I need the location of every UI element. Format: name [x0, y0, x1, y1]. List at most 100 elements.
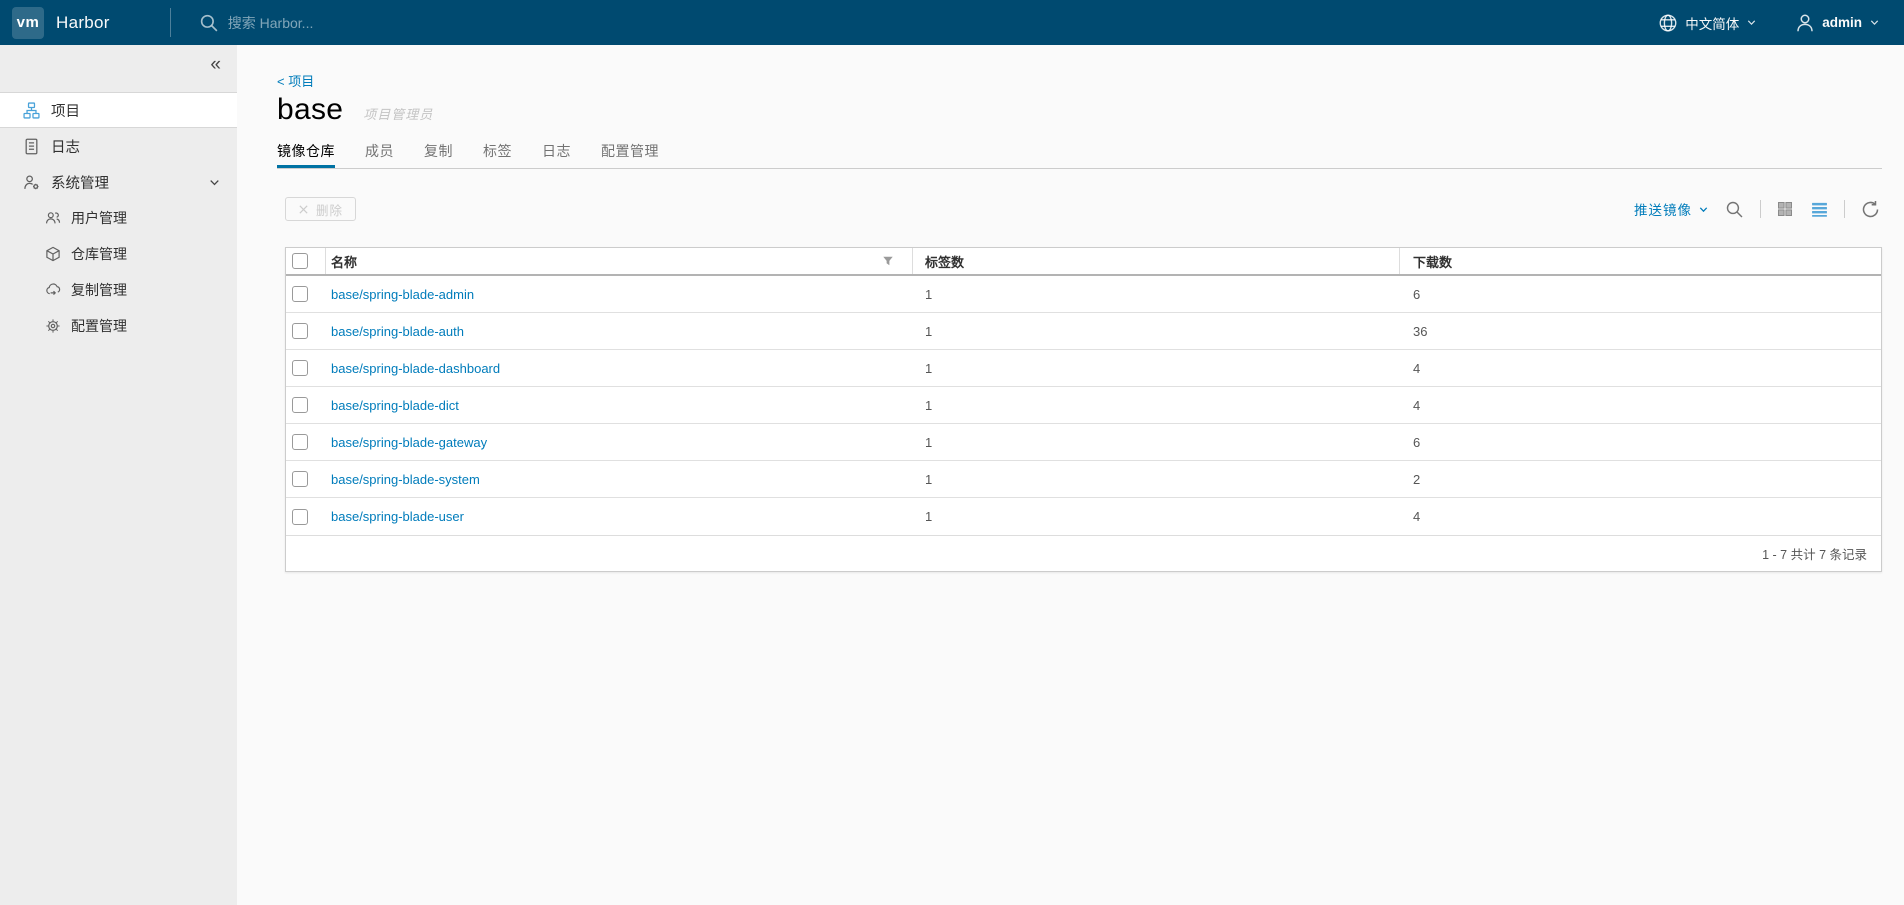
- sidebar-item-registries[interactable]: 仓库管理: [0, 236, 237, 272]
- pulls-count: 4: [1413, 509, 1421, 524]
- search-icon: [1725, 200, 1744, 219]
- sidebar-item-administration[interactable]: 系统管理: [0, 164, 237, 200]
- sidebar-item-label: 用户管理: [71, 210, 127, 226]
- column-header-tags: 标签数: [925, 254, 965, 270]
- table-row: base/spring-blade-dict 1 4: [286, 387, 1881, 424]
- sidebar-item-label: 配置管理: [71, 318, 127, 334]
- navbar-divider: [169, 8, 171, 37]
- harbor-brand[interactable]: vm Harbor: [12, 6, 110, 39]
- tab-bar: 镜像仓库 成员 复制 标签 日志 配置管理: [277, 137, 1882, 169]
- row-checkbox[interactable]: [292, 323, 308, 339]
- repository-link[interactable]: base/spring-blade-system: [331, 471, 480, 487]
- tags-count: 1: [925, 323, 933, 339]
- user-menu[interactable]: admin: [1795, 13, 1880, 33]
- repositories-toolbar: 删除 推送镜像: [277, 197, 1882, 221]
- caret-down-icon: [1869, 17, 1880, 28]
- tags-count: 1: [925, 397, 933, 413]
- tab-replication[interactable]: 复制: [424, 143, 453, 159]
- language-menu[interactable]: 中文简体: [1658, 13, 1757, 33]
- caret-down-icon: [1746, 17, 1757, 28]
- repository-link[interactable]: base/spring-blade-dashboard: [331, 360, 501, 376]
- user-icon: [1795, 13, 1815, 33]
- sidebar-item-label: 系统管理: [51, 175, 109, 192]
- global-search: [199, 13, 1620, 33]
- table-row: base/spring-blade-gateway 1 6: [286, 424, 1881, 461]
- column-header-name: 名称: [331, 254, 358, 270]
- sidebar-item-label: 复制管理: [71, 282, 127, 298]
- list-view-icon: [1811, 201, 1828, 218]
- x-icon: [298, 204, 309, 215]
- role-badge: 项目管理员: [363, 107, 434, 122]
- table-row: base/spring-blade-auth 1 36: [286, 313, 1881, 350]
- card-view-button[interactable]: [1775, 199, 1795, 219]
- search-repositories-button[interactable]: [1723, 198, 1746, 221]
- sidebar-item-projects[interactable]: 项目: [0, 92, 237, 128]
- push-image-button[interactable]: 推送镜像: [1634, 199, 1709, 219]
- repository-link[interactable]: base/spring-blade-admin: [331, 286, 475, 302]
- row-checkbox[interactable]: [292, 360, 308, 376]
- table-footer: 1 - 7 共计 7 条记录: [286, 535, 1881, 571]
- table-row: base/spring-blade-user 1 4: [286, 498, 1881, 535]
- row-checkbox[interactable]: [292, 471, 308, 487]
- tab-logs[interactable]: 日志: [542, 143, 571, 159]
- sidebar-item-label: 日志: [51, 139, 80, 156]
- tab-labels[interactable]: 标签: [483, 143, 512, 159]
- pulls-count: 36: [1413, 323, 1428, 339]
- sidebar-item-label: 项目: [51, 103, 80, 120]
- tab-configuration[interactable]: 配置管理: [601, 143, 659, 159]
- repository-link[interactable]: base/spring-blade-gateway: [331, 434, 488, 450]
- sidebar: « 项目: [0, 45, 237, 905]
- pulls-count: 6: [1413, 434, 1421, 450]
- pulls-count: 4: [1413, 397, 1421, 413]
- sidebar-collapse-button[interactable]: «: [210, 51, 221, 79]
- page-title: base: [277, 93, 344, 126]
- funnel-icon[interactable]: [882, 255, 894, 267]
- breadcrumb-projects-link[interactable]: < 项目: [277, 74, 315, 89]
- org-chart-icon: [23, 101, 40, 119]
- language-label: 中文简体: [1685, 16, 1740, 32]
- tab-members[interactable]: 成员: [365, 143, 394, 159]
- delete-button[interactable]: 删除: [285, 197, 357, 221]
- tags-count: 1: [925, 434, 933, 450]
- sidebar-item-logs[interactable]: 日志: [0, 128, 237, 164]
- chevron-down-icon: [208, 176, 221, 189]
- table-header-row: 名称 标签数 下载数: [286, 248, 1881, 276]
- cloud-sync-icon: [45, 282, 61, 298]
- repositories-table: 名称 标签数 下载数: [285, 247, 1882, 572]
- row-checkbox[interactable]: [292, 397, 308, 413]
- main-content: < 项目 base 项目管理员 镜像仓库 成员 复制 标签 日志 配置管理 删除: [237, 45, 1904, 905]
- repository-link[interactable]: base/spring-blade-auth: [331, 323, 464, 339]
- row-checkbox[interactable]: [292, 286, 308, 302]
- repository-link[interactable]: base/spring-blade-user: [331, 509, 464, 524]
- tags-count: 1: [925, 286, 933, 302]
- caret-down-icon: [1698, 204, 1709, 215]
- tab-repositories[interactable]: 镜像仓库: [277, 137, 335, 168]
- sidebar-item-configuration[interactable]: 配置管理: [0, 308, 237, 344]
- search-input[interactable]: [227, 14, 648, 31]
- refresh-icon: [1861, 200, 1880, 219]
- tags-count: 1: [925, 471, 933, 487]
- sidebar-item-users[interactable]: 用户管理: [0, 200, 237, 236]
- users-icon: [45, 210, 61, 226]
- tags-count: 1: [925, 509, 933, 524]
- select-all-checkbox[interactable]: [292, 253, 308, 269]
- pulls-count: 4: [1413, 360, 1421, 376]
- gear-icon: [45, 318, 61, 334]
- tags-count: 1: [925, 360, 933, 376]
- sidebar-item-replications[interactable]: 复制管理: [0, 272, 237, 308]
- repository-link[interactable]: base/spring-blade-dict: [331, 397, 459, 413]
- brand-title: Harbor: [56, 12, 110, 32]
- row-checkbox[interactable]: [292, 434, 308, 450]
- toolbar-divider: [1760, 200, 1761, 218]
- sidebar-item-label: 仓库管理: [71, 246, 127, 262]
- list-view-button[interactable]: [1809, 199, 1830, 220]
- grid-view-icon: [1777, 201, 1793, 217]
- table-row: base/spring-blade-system 1 2: [286, 461, 1881, 498]
- username-label: admin: [1822, 15, 1862, 30]
- column-header-pulls: 下载数: [1413, 254, 1453, 270]
- refresh-button[interactable]: [1859, 198, 1882, 221]
- pagination-summary: 1 - 7 共计 7 条记录: [1762, 548, 1867, 562]
- table-row: base/spring-blade-dashboard 1 4: [286, 350, 1881, 387]
- pulls-count: 2: [1413, 471, 1421, 487]
- row-checkbox[interactable]: [292, 508, 308, 525]
